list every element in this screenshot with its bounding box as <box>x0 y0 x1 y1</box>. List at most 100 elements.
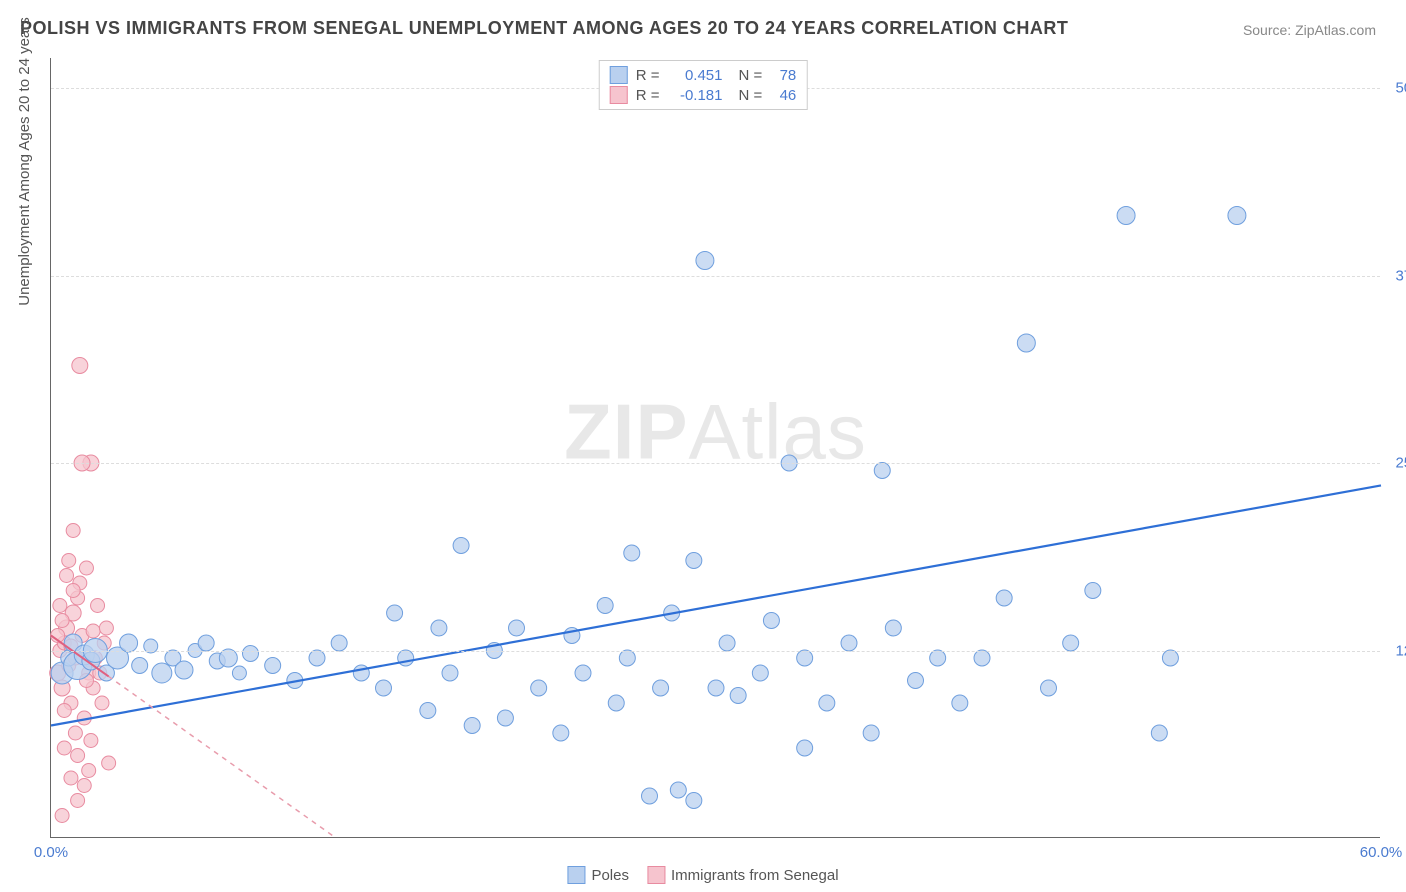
x-tick-label: 60.0% <box>1360 844 1403 861</box>
data-point <box>608 695 624 711</box>
source-label: Source: ZipAtlas.com <box>1243 22 1376 38</box>
stat-value-r: -0.181 <box>668 87 723 104</box>
data-point <box>863 725 879 741</box>
stat-value-n: 46 <box>770 87 796 104</box>
data-point <box>132 658 148 674</box>
y-tick-label: 25.0% <box>1383 455 1406 472</box>
data-point <box>819 695 835 711</box>
data-point <box>797 650 813 666</box>
data-point <box>387 605 403 621</box>
data-point <box>1228 207 1246 225</box>
data-point <box>62 554 76 568</box>
data-point <box>996 590 1012 606</box>
data-point <box>53 599 67 613</box>
legend-swatch <box>610 86 628 104</box>
data-point <box>71 794 85 808</box>
data-point <box>1017 334 1035 352</box>
stat-label-r: R = <box>636 67 660 84</box>
stat-value-r: 0.451 <box>668 67 723 84</box>
legend-label: Poles <box>591 867 629 884</box>
data-point <box>670 782 686 798</box>
data-point <box>99 621 113 635</box>
data-point <box>952 695 968 711</box>
data-point <box>219 649 237 667</box>
stats-legend-box: R =0.451N =78R =-0.181N =46 <box>599 60 808 110</box>
data-point <box>686 553 702 569</box>
data-point <box>719 635 735 651</box>
data-point <box>930 650 946 666</box>
data-point <box>553 725 569 741</box>
data-point <box>60 569 74 583</box>
data-point <box>509 620 525 636</box>
data-point <box>653 680 669 696</box>
data-point <box>974 650 990 666</box>
y-tick-label: 50.0% <box>1383 80 1406 97</box>
data-point <box>66 584 80 598</box>
data-point <box>331 635 347 651</box>
data-point <box>71 749 85 763</box>
data-point <box>908 673 924 689</box>
data-point <box>874 463 890 479</box>
data-point <box>175 661 193 679</box>
data-point <box>442 665 458 681</box>
data-point <box>1063 635 1079 651</box>
data-point <box>431 620 447 636</box>
data-point <box>575 665 591 681</box>
data-point <box>597 598 613 614</box>
data-point <box>763 613 779 629</box>
data-point <box>797 740 813 756</box>
data-point <box>64 771 78 785</box>
data-point <box>232 666 246 680</box>
data-point <box>1085 583 1101 599</box>
data-point <box>82 764 96 778</box>
data-point <box>1162 650 1178 666</box>
y-axis-label: Unemployment Among Ages 20 to 24 years <box>16 17 33 306</box>
data-point <box>120 634 138 652</box>
data-point <box>885 620 901 636</box>
data-point <box>72 358 88 374</box>
data-point <box>57 704 71 718</box>
data-point <box>1151 725 1167 741</box>
stat-label-r: R = <box>636 87 660 104</box>
legend-item: Poles <box>567 866 629 884</box>
data-point <box>152 663 172 683</box>
data-point <box>102 756 116 770</box>
data-point <box>243 646 259 662</box>
gridline <box>51 463 1380 464</box>
y-tick-label: 12.5% <box>1383 642 1406 659</box>
plot-area: ZIPAtlas 12.5%25.0%37.5%50.0%0.0%60.0% <box>50 58 1380 838</box>
gridline <box>51 651 1380 652</box>
chart-title: POLISH VS IMMIGRANTS FROM SENEGAL UNEMPL… <box>20 18 1068 39</box>
data-point <box>84 734 98 748</box>
data-point <box>420 703 436 719</box>
data-point <box>752 665 768 681</box>
stat-label-n: N = <box>739 67 763 84</box>
data-point <box>309 650 325 666</box>
data-point <box>57 741 71 755</box>
data-point <box>497 710 513 726</box>
legend-item: Immigrants from Senegal <box>647 866 839 884</box>
data-point <box>79 561 93 575</box>
stat-label-n: N = <box>739 87 763 104</box>
data-point <box>624 545 640 561</box>
legend-swatch <box>647 866 665 884</box>
data-point <box>86 624 100 638</box>
data-point <box>619 650 635 666</box>
data-point <box>453 538 469 554</box>
data-point <box>841 635 857 651</box>
data-point <box>531 680 547 696</box>
gridline <box>51 276 1380 277</box>
data-point <box>77 779 91 793</box>
legend-swatch <box>567 866 585 884</box>
y-tick-label: 37.5% <box>1383 267 1406 284</box>
legend-label: Immigrants from Senegal <box>671 867 839 884</box>
data-point <box>464 718 480 734</box>
chart-svg <box>51 58 1380 837</box>
data-point <box>696 252 714 270</box>
data-point <box>95 696 109 710</box>
data-point <box>55 809 69 823</box>
legend-swatch <box>610 66 628 84</box>
stats-row: R = -0.181 N = 46 <box>610 85 797 105</box>
x-tick-label: 0.0% <box>34 844 68 861</box>
stats-row: R =0.451N =78 <box>610 65 797 85</box>
